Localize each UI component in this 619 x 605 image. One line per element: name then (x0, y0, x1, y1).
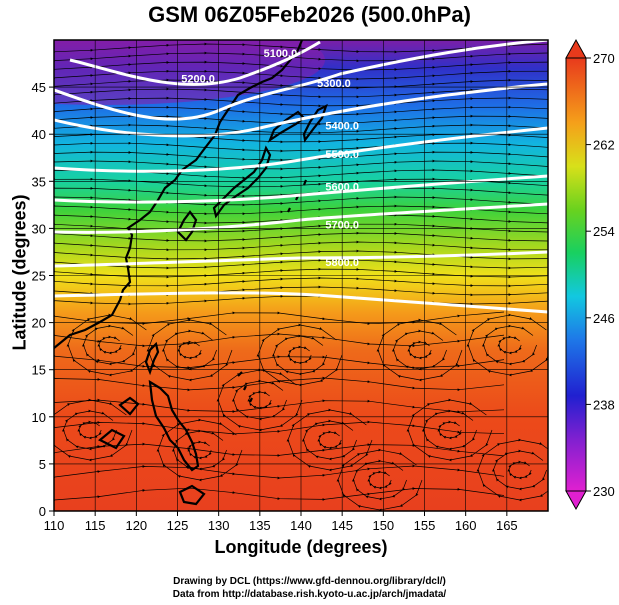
contour-5700 (54, 250, 548, 268)
contour-label: 5300.0 (317, 78, 351, 90)
y-axis-ticks: 0 5 10 15 20 25 30 35 40 45 (32, 80, 54, 519)
streamline (54, 177, 548, 189)
streamline (54, 60, 548, 72)
contour-5100 (69, 40, 321, 86)
streamline (54, 51, 548, 63)
x-tick-label: 145 (331, 518, 353, 533)
contour-label: 5100.0 (264, 48, 298, 60)
y-tick-label: 45 (32, 80, 46, 95)
streamline (54, 398, 505, 414)
x-tick-label: 165 (496, 518, 518, 533)
height-contours (54, 40, 548, 314)
contour-label: 5600.0 (325, 182, 359, 194)
colorbar-tick-label: 238 (593, 397, 615, 412)
y-tick-label: 30 (32, 221, 46, 236)
contour-5400 (54, 126, 548, 173)
streamline (54, 442, 505, 457)
y-tick-label: 20 (32, 316, 46, 331)
streamline (54, 464, 505, 480)
streamline (54, 376, 505, 392)
streamline (54, 294, 548, 306)
contour-label: 5200.0 (181, 73, 215, 85)
streamline (54, 87, 548, 99)
colorbar-tick-label: 270 (593, 51, 615, 66)
x-tick-label: 140 (290, 518, 312, 533)
colorbar-max-arrow (565, 38, 587, 59)
y-tick-label: 35 (32, 174, 46, 189)
contour-label: 5700.0 (325, 219, 359, 231)
x-tick-label: 120 (125, 518, 147, 533)
streamline (54, 355, 505, 370)
contour-label: 5500.0 (325, 149, 359, 161)
colorbar-tick-label: 254 (593, 224, 615, 239)
y-tick-label: 15 (32, 363, 46, 378)
y-tick-label: 40 (32, 127, 46, 142)
colorbar-ticks: 230 238 246 254 262 270 (586, 51, 615, 499)
streamline (54, 231, 548, 243)
x-tick-label: 135 (249, 518, 271, 533)
x-tick-label: 125 (167, 518, 189, 533)
x-axis-ticks: 110 115 120 125 130 135 140 145 150 155 160 165 (44, 511, 518, 533)
map-title: GSM 06Z05Feb2026 (500.0hPa) (148, 2, 471, 27)
contour-5800 (54, 291, 548, 314)
graticule (54, 40, 548, 511)
streamline (54, 195, 548, 207)
x-tick-label: 150 (372, 518, 394, 533)
y-tick-label: 5 (39, 457, 46, 472)
streamline (54, 213, 548, 225)
colorbar-tick-label: 230 (593, 484, 615, 499)
colorbar-tick-label: 262 (593, 138, 615, 153)
contour-label: 5400.0 (325, 120, 359, 132)
x-tick-label: 160 (455, 518, 477, 533)
y-tick-label: 10 (32, 410, 46, 425)
x-tick-label: 155 (414, 518, 436, 533)
y-tick-label: 25 (32, 269, 46, 284)
streamline (54, 486, 505, 501)
streamline (54, 332, 505, 348)
x-tick-label: 115 (85, 518, 106, 533)
x-tick-label: 110 (44, 518, 65, 533)
colorbar: 230 238 246 254 262 270 (565, 38, 615, 511)
streamline (54, 420, 505, 436)
streamline (54, 78, 548, 90)
contour-5500 (54, 174, 548, 204)
streamline (54, 276, 548, 288)
contour-5600 (54, 202, 548, 234)
credit-drawing: Drawing by DCL (https://www.gfd-dennou.o… (173, 576, 446, 587)
streamline (54, 69, 548, 81)
contour-labels: 5100.0 5200.0 5300.0 5400.0 5500.0 5600.0 5700… (181, 48, 359, 269)
colorbar-gradient (565, 57, 587, 492)
credit-data: Data from http://database.rish.kyoto-u.a… (172, 589, 447, 600)
streamline (54, 42, 548, 54)
streamline (54, 96, 548, 108)
streamline (54, 186, 548, 198)
y-tick-label: 0 (39, 504, 46, 519)
streamline (54, 240, 548, 252)
streamline (54, 311, 505, 326)
streamline (476, 438, 548, 502)
colorbar-tick-label: 246 (593, 311, 615, 326)
x-tick-label: 130 (208, 518, 230, 533)
streamline (466, 313, 548, 377)
contour-label: 5800.0 (325, 257, 359, 269)
contour-5200 (54, 40, 548, 121)
colorbar-min-arrow (565, 490, 587, 511)
x-axis-label: Longitude (degrees) (214, 537, 388, 557)
